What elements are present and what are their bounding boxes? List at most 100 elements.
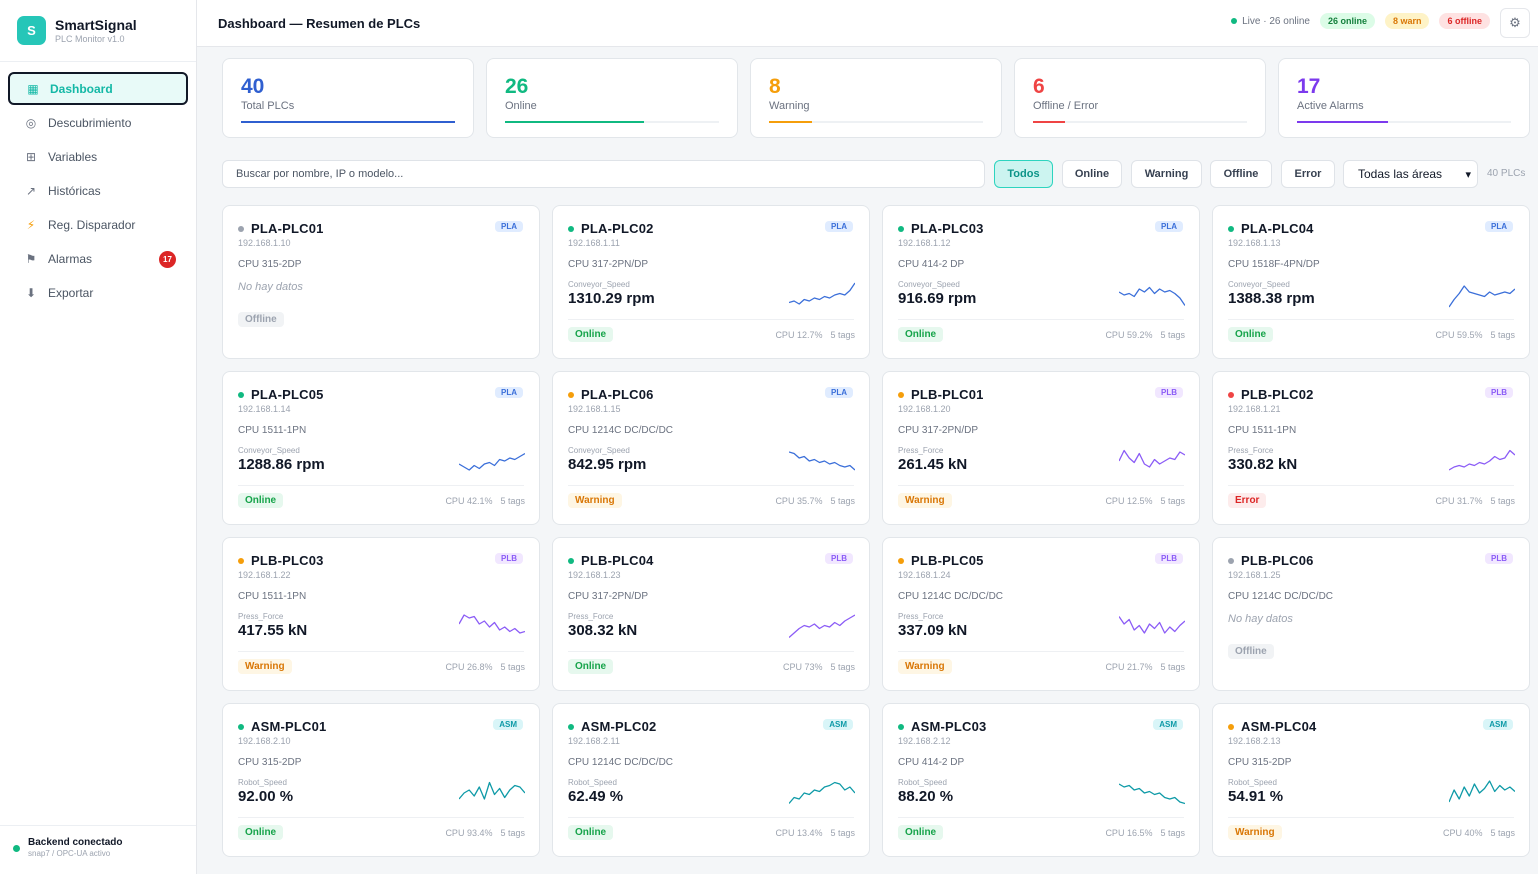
plc-card-asm-plc04[interactable]: ASM-PLC04 ASM 192.168.2.13 CPU 315-2DP Robot… — [1212, 703, 1530, 857]
plc-ip: 192.168.1.22 — [238, 570, 291, 580]
plc-card-pla-plc01[interactable]: PLA-PLC01 PLA 192.168.1.10 CPU 315-2DP No ha… — [222, 205, 540, 359]
filter-button-online[interactable]: Online — [1062, 160, 1122, 188]
tag-value: 1288.86 rpm — [238, 456, 325, 473]
sparkline-path — [789, 282, 855, 305]
area-badge: ASM — [1483, 719, 1513, 730]
tag-value: 916.69 rpm — [898, 290, 977, 307]
plc-card-asm-plc01[interactable]: ASM-PLC01 ASM 192.168.2.10 CPU 315-2DP Robot… — [222, 703, 540, 857]
area-select-value: Todas las áreas — [1358, 167, 1443, 181]
cpu-load: CPU 35.7% — [775, 496, 823, 506]
plc-card-plb-plc06[interactable]: PLB-PLC06 PLB 192.168.1.25 CPU 1214C DC/DC/… — [1212, 537, 1530, 691]
plc-model: CPU 414-2 DP — [898, 259, 965, 270]
status-dot — [898, 226, 904, 232]
plc-name: PLA-PLC04 — [1241, 221, 1314, 236]
sidebar-item-label: Dashboard — [50, 81, 113, 96]
sidebar-item-exportar[interactable]: ⬇ Exportar — [8, 276, 188, 309]
filter-button-todos[interactable]: Todos — [994, 160, 1053, 188]
sidebar-item-alarmas[interactable]: ⚑ Alarmas 17 — [8, 242, 188, 275]
plc-ip: 192.168.2.10 — [238, 736, 291, 746]
sidebar-item-hist-ricas[interactable]: ↗ Históricas — [8, 174, 188, 207]
bolt-icon: ⚡ — [26, 217, 36, 232]
sparkline-path — [1449, 780, 1515, 803]
kpi-card-active-alarms: 17 Active Alarms — [1278, 58, 1530, 138]
sidebar-item-dashboard[interactable]: ▦ Dashboard — [8, 72, 188, 105]
plc-card-plb-plc02[interactable]: PLB-PLC02 PLB 192.168.1.21 CPU 1511-1PN Pres… — [1212, 371, 1530, 525]
area-badge: ASM — [823, 719, 853, 730]
settings-button[interactable]: ⚙ — [1500, 8, 1530, 38]
plc-card-asm-plc02[interactable]: ASM-PLC02 ASM 192.168.2.11 CPU 1214C DC/DC/… — [552, 703, 870, 857]
cpu-load: CPU 16.5% — [1105, 828, 1153, 838]
plc-card-plb-plc05[interactable]: PLB-PLC05 PLB 192.168.1.24 CPU 1214C DC/DC/… — [882, 537, 1200, 691]
backend-status-dot — [13, 845, 20, 852]
tag-value: 54.91 % — [1228, 788, 1284, 805]
status-dot — [238, 724, 244, 730]
search-input[interactable] — [222, 160, 985, 188]
sparkline — [1449, 780, 1515, 803]
sparkline-path — [459, 452, 525, 471]
plc-model: CPU 317-2PN/DP — [568, 591, 649, 602]
tag-name: Conveyor_Speed — [1228, 280, 1290, 289]
plc-card-plb-plc03[interactable]: PLB-PLC03 PLB 192.168.1.22 CPU 1511-1PN Pres… — [222, 537, 540, 691]
card-divider — [1228, 485, 1514, 486]
status-dot — [1228, 392, 1234, 398]
sidebar-item-descubrimiento[interactable]: ◎ Descubrimiento — [8, 106, 188, 139]
tag-count: 5 tags — [1160, 828, 1185, 838]
sidebar-nav: ▦ Dashboard ◎ Descubrimiento ⊞ Variables ↗ Hist… — [0, 62, 196, 320]
download-icon: ⬇ — [25, 285, 37, 300]
kpi-label: Warning — [769, 100, 810, 112]
card-meta: CPU 12.5% 5 tags — [1105, 496, 1185, 506]
tag-name: Robot_Speed — [898, 778, 947, 787]
sparkline — [459, 614, 525, 634]
area-select[interactable]: Todas las áreas ▾ — [1343, 160, 1478, 188]
tag-count: 5 tags — [1160, 662, 1185, 672]
plc-ip: 192.168.2.13 — [1228, 736, 1281, 746]
kpi-value: 6 — [1033, 75, 1045, 98]
plc-card-pla-plc05[interactable]: PLA-PLC05 PLA 192.168.1.14 CPU 1511-1PN Conv… — [222, 371, 540, 525]
status-dot — [238, 558, 244, 564]
filter-button-warning[interactable]: Warning — [1131, 160, 1202, 188]
kpi-label: Active Alarms — [1297, 100, 1364, 112]
kpi-progress-fill — [505, 121, 645, 123]
brand-name: SmartSignal — [55, 17, 137, 33]
plc-card-pla-plc06[interactable]: PLA-PLC06 PLA 192.168.1.15 CPU 1214C DC/DC/… — [552, 371, 870, 525]
status-badge: Error — [1228, 493, 1267, 508]
status-badge: Offline — [238, 312, 284, 327]
status-badge: Online — [238, 493, 284, 508]
filter-button-offline[interactable]: Offline — [1210, 160, 1272, 188]
kpi-value: 17 — [1297, 75, 1321, 98]
plc-card-pla-plc03[interactable]: PLA-PLC03 PLA 192.168.1.12 CPU 414-2 DP Conv… — [882, 205, 1200, 359]
card-divider — [898, 651, 1184, 652]
kpi-label: Online — [505, 100, 537, 112]
sparkline — [789, 451, 855, 471]
sparkline-path — [1119, 616, 1185, 634]
sparkline-path — [789, 451, 855, 471]
brand: S SmartSignal PLC Monitor v1.0 — [0, 0, 196, 62]
plc-card-asm-plc03[interactable]: ASM-PLC03 ASM 192.168.2.12 CPU 414-2 DP Robo… — [882, 703, 1200, 857]
card-divider — [568, 651, 854, 652]
sidebar-item-reg-disparador[interactable]: ⚡ Reg. Disparador — [8, 208, 188, 241]
plc-card-pla-plc04[interactable]: PLA-PLC04 PLA 192.168.1.13 CPU 1518F-4PN/DP… — [1212, 205, 1530, 359]
sparkline-path — [1119, 286, 1185, 306]
plc-card-plb-plc04[interactable]: PLB-PLC04 PLB 192.168.1.23 CPU 317-2PN/DP Pr… — [552, 537, 870, 691]
trend-icon: ↗ — [25, 183, 37, 198]
area-badge: PLA — [495, 221, 523, 232]
plc-name: PLB-PLC04 — [581, 553, 654, 568]
cpu-load: CPU 26.8% — [445, 662, 493, 672]
plc-card-pla-plc02[interactable]: PLA-PLC02 PLA 192.168.1.11 CPU 317-2PN/DP Co… — [552, 205, 870, 359]
sparkline — [1119, 783, 1185, 805]
sidebar-item-variables[interactable]: ⊞ Variables — [8, 140, 188, 173]
tag-count: 5 tags — [500, 828, 525, 838]
plc-card-plb-plc01[interactable]: PLB-PLC01 PLB 192.168.1.20 CPU 317-2PN/DP Pr… — [882, 371, 1200, 525]
card-meta: CPU 42.1% 5 tags — [445, 496, 525, 506]
tag-name: Conveyor_Speed — [568, 280, 630, 289]
plc-ip: 192.168.1.13 — [1228, 238, 1281, 248]
filter-button-error[interactable]: Error — [1281, 160, 1335, 188]
area-badge: ASM — [493, 719, 523, 730]
sparkline-path — [1449, 449, 1515, 471]
plc-name: PLB-PLC05 — [911, 553, 984, 568]
card-meta: CPU 21.7% 5 tags — [1105, 662, 1185, 672]
sidebar-item-label: Exportar — [48, 285, 94, 300]
card-meta: CPU 26.8% 5 tags — [445, 662, 525, 672]
kpi-value: 8 — [769, 75, 781, 98]
cpu-load: CPU 21.7% — [1105, 662, 1153, 672]
